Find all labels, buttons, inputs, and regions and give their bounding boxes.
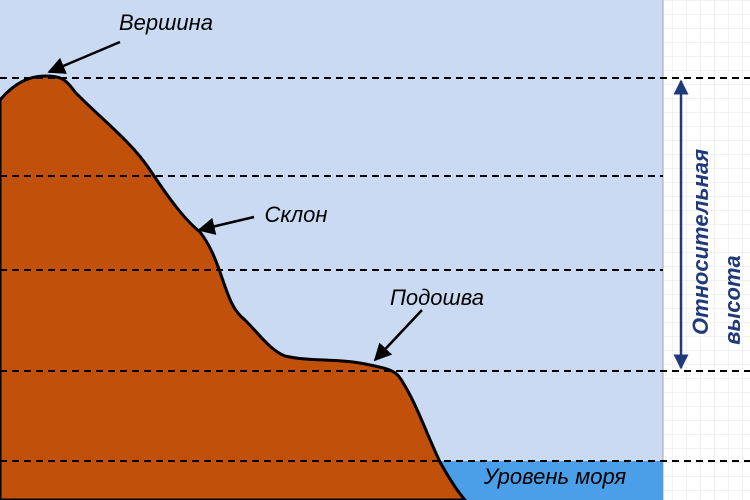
height-label: высота (720, 255, 745, 345)
height-label: Относительная (688, 149, 713, 335)
sea-level-label: Уровень моря (483, 464, 627, 489)
sea (430, 461, 663, 500)
mountain (0, 74, 467, 500)
slope-label: Склон (264, 202, 327, 227)
foot-label: Подошва (390, 285, 484, 310)
peak-label: Вершина (119, 10, 213, 35)
foot-arrow (373, 309, 423, 362)
peak-arrow (47, 40, 121, 74)
slope-arrow (197, 215, 255, 235)
